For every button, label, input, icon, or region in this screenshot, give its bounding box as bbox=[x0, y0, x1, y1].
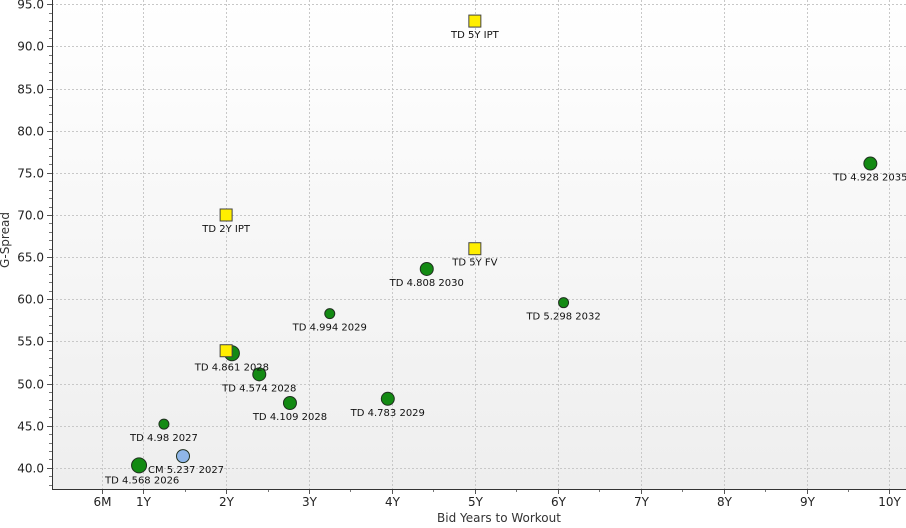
point-label: TD 4.109 2028 bbox=[252, 412, 327, 423]
benchmark-square-point[interactable] bbox=[468, 14, 482, 28]
benchmark-square-point[interactable] bbox=[219, 208, 233, 222]
x-tick-label: 10Y bbox=[878, 495, 901, 509]
bond-circle-point[interactable] bbox=[131, 457, 148, 474]
point-label: TD 4.574 2028 bbox=[221, 383, 296, 394]
bond-circle-point[interactable] bbox=[380, 391, 395, 406]
y-tick-label: 70.0 bbox=[17, 209, 44, 223]
point-label: TD 4.568 2026 bbox=[104, 475, 179, 486]
x-tick-label: 2Y bbox=[219, 495, 235, 509]
y-tick-label: 85.0 bbox=[17, 83, 44, 97]
y-tick-label: 60.0 bbox=[17, 293, 44, 307]
x-tick-label: 3Y bbox=[302, 495, 318, 509]
y-tick-label: 65.0 bbox=[17, 251, 44, 265]
point-label: TD 4.928 2035 bbox=[832, 173, 906, 184]
grid-lines bbox=[52, 0, 906, 489]
bond-circle-point[interactable] bbox=[419, 261, 434, 276]
point-label: TD 4.808 2030 bbox=[389, 278, 464, 289]
y-tick-label: 80.0 bbox=[17, 125, 44, 139]
bond-circle-point[interactable] bbox=[558, 297, 570, 309]
bond-circle-point[interactable] bbox=[282, 396, 297, 411]
x-tick-label: 8Y bbox=[717, 495, 733, 509]
bond-circle-point[interactable] bbox=[176, 449, 191, 464]
x-axis-title: Bid Years to Workout bbox=[437, 511, 561, 523]
point-label: TD 4.98 2027 bbox=[129, 433, 198, 444]
bond-circle-point[interactable] bbox=[252, 367, 267, 382]
point-label: TD 4.783 2029 bbox=[350, 408, 425, 419]
y-tick-label: 55.0 bbox=[17, 335, 44, 349]
x-tick-label: 1Y bbox=[136, 495, 152, 509]
bond-circle-point[interactable] bbox=[158, 418, 170, 430]
y-tick-label: 90.0 bbox=[17, 40, 44, 54]
y-axis-title: G-Spread bbox=[0, 212, 12, 268]
y-tick-label: 95.0 bbox=[17, 0, 44, 12]
x-tick-label: 7Y bbox=[634, 495, 650, 509]
bond-circle-point[interactable] bbox=[863, 156, 878, 171]
x-tick-label: 6Y bbox=[551, 495, 567, 509]
x-tick-label: 6M bbox=[94, 495, 112, 509]
axes: 6M 1Y 2Y 3Y 4Y 5Y 6Y 7Y 8Y 9Y 10Y 40.0 45.0 50.0 55.0 6… bbox=[17, 0, 906, 509]
y-tick-label: 75.0 bbox=[17, 167, 44, 181]
bond-circle-point[interactable] bbox=[324, 308, 336, 320]
x-tick-label: 5Y bbox=[468, 495, 484, 509]
data-points bbox=[131, 14, 878, 474]
point-label: TD 5Y IPT bbox=[450, 30, 500, 41]
point-label: TD 2Y IPT bbox=[201, 224, 251, 235]
x-tick-label: 4Y bbox=[385, 495, 401, 509]
point-label: TD 4.994 2029 bbox=[292, 323, 367, 334]
y-tick-label: 45.0 bbox=[17, 420, 44, 434]
x-tick-label: 9Y bbox=[800, 495, 816, 509]
point-label: CM 5.237 2027 bbox=[148, 465, 224, 476]
y-tick-label: 50.0 bbox=[17, 378, 44, 392]
y-tick-label: 40.0 bbox=[17, 462, 44, 476]
data-labels: TD 4.568 2026 TD 4.98 2027 TD 4.861 2028 TD… bbox=[104, 30, 906, 486]
point-label: TD 5Y FV bbox=[451, 258, 497, 269]
benchmark-square-point[interactable] bbox=[468, 242, 482, 256]
benchmark-square-point[interactable] bbox=[219, 344, 233, 358]
point-label: TD 4.861 2028 bbox=[194, 362, 269, 373]
point-label: TD 5.298 2032 bbox=[525, 312, 600, 323]
